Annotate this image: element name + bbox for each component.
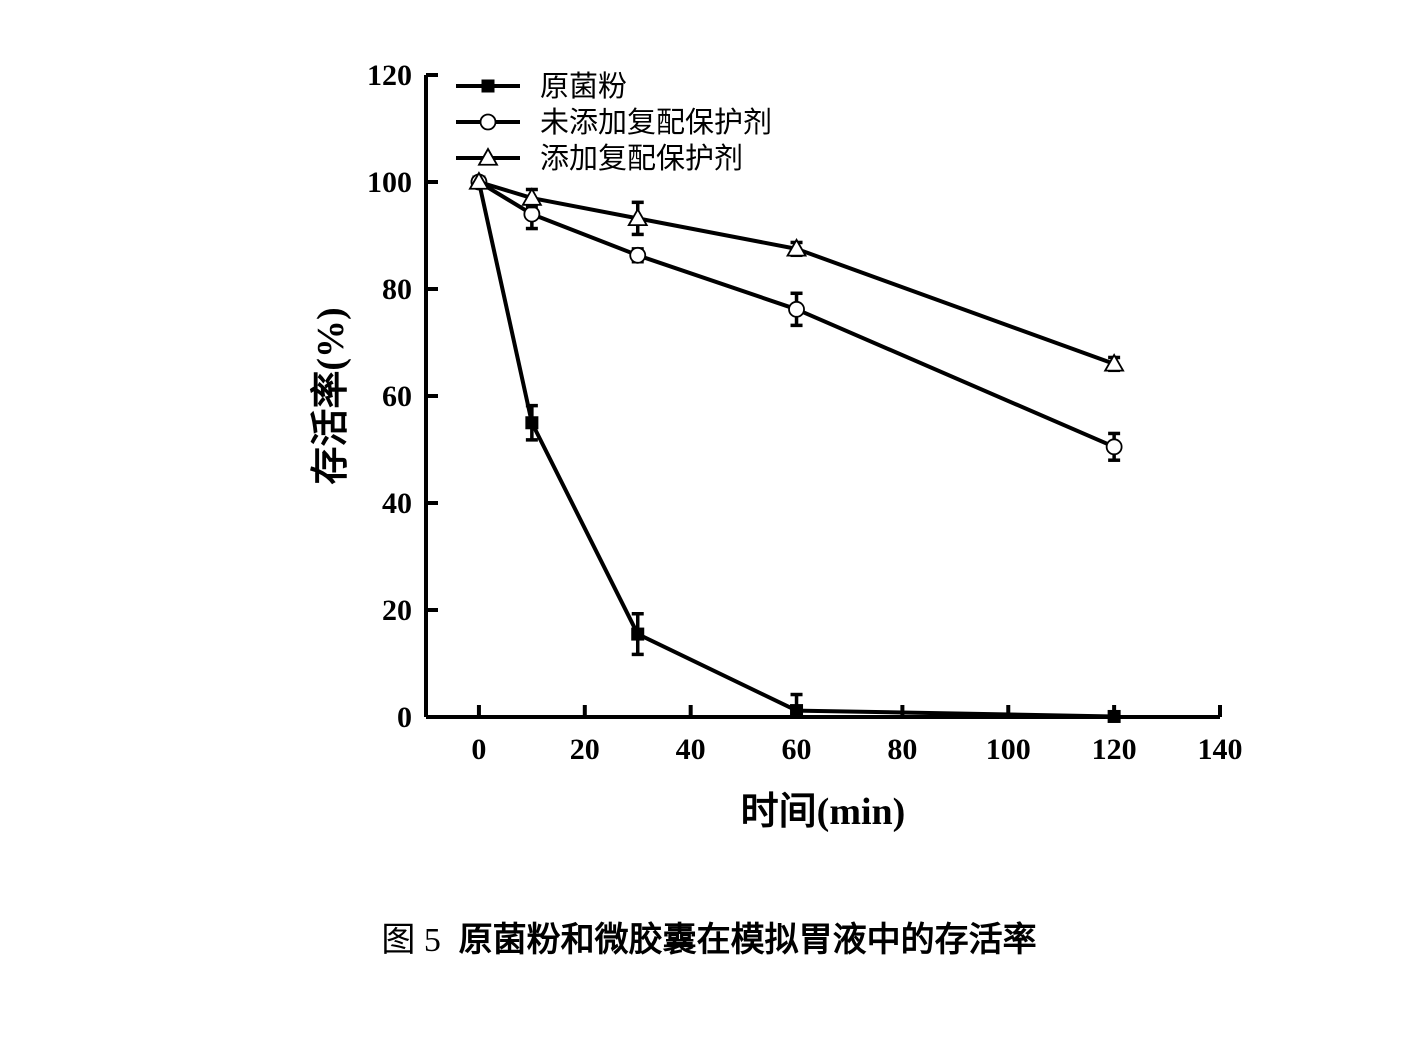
caption-text: 原菌粉和微胶囊在模拟胃液中的存活率	[458, 920, 1037, 960]
data-point	[1105, 438, 1123, 456]
legend-label: 未添加复配保护剂	[540, 105, 772, 139]
data-point	[631, 627, 645, 641]
series-2	[470, 173, 1123, 462]
y-tick-label: 40	[382, 487, 412, 520]
data-point	[525, 416, 539, 430]
x-tick-label: 140	[1198, 733, 1243, 766]
x-tick-label: 80	[887, 733, 917, 766]
x-tick-label: 20	[570, 733, 600, 766]
y-axis-title: 存活率(%)	[310, 307, 352, 484]
y-tick-label: 80	[382, 273, 412, 306]
survival-rate-chart: 0 20 40 60 80 100 120 140 0 20 40 60 80 100 120 原菌粉未添加…	[310, 59, 1243, 833]
data-point	[627, 207, 649, 227]
data-point	[521, 187, 543, 206]
x-tick-label: 120	[1092, 733, 1137, 766]
x-tick-label: 60	[782, 733, 812, 766]
figure-number: 图 5	[381, 922, 441, 959]
data-point	[468, 171, 490, 190]
legend-item-3: 添加复配保护剂	[456, 141, 743, 175]
data-point	[523, 205, 541, 223]
legend-marker	[479, 113, 497, 131]
data-point	[1107, 709, 1121, 723]
data-point	[629, 246, 647, 264]
legend-label: 添加复配保护剂	[540, 141, 743, 175]
legend-marker	[477, 147, 499, 166]
y-tick-label: 120	[367, 59, 412, 92]
series-1	[472, 175, 1121, 723]
x-tick-label: 40	[676, 733, 706, 766]
data-point	[785, 238, 808, 257]
legend-label: 原菌粉	[540, 69, 627, 103]
series-line	[476, 181, 1115, 719]
y-tick-label: 20	[382, 594, 412, 627]
axes: 0 20 40 60 80 100 120 140 0 20 40 60 80 100 120	[367, 59, 1243, 766]
y-tick-label: 60	[382, 380, 412, 413]
data-point	[790, 704, 804, 718]
series-3	[468, 171, 1125, 373]
data-point	[1103, 353, 1125, 372]
legend-item-1: 原菌粉	[456, 69, 627, 103]
x-tick-label: 0	[471, 733, 486, 766]
y-tick-label: 100	[367, 166, 412, 199]
legend-item-2: 未添加复配保护剂	[456, 105, 772, 139]
x-axis-title: 时间(min)	[741, 791, 906, 833]
x-tick-label: 100	[986, 733, 1031, 766]
figure-caption: 图 5 原菌粉和微胶囊在模拟胃液中的存活率	[0, 912, 1418, 961]
series-layer	[468, 171, 1125, 723]
data-point	[788, 300, 805, 318]
y-tick-label: 0	[397, 701, 412, 734]
legend-marker	[481, 79, 495, 93]
series-line	[478, 180, 1115, 366]
